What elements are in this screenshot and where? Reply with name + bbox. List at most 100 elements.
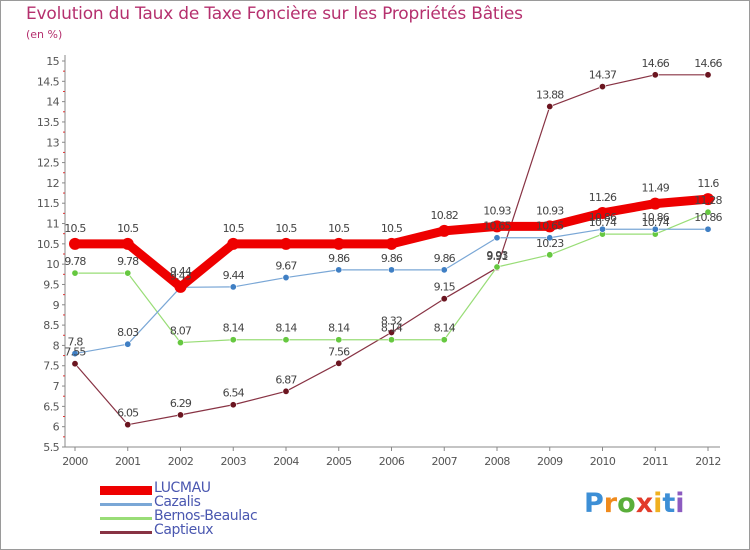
chart-axes: 5.5 6 6.5 7 7.5 8 8.5 9 9.5 10 10.5 11 11.5 12 12.5 13 1… [37,55,721,468]
data-label-lucmau: 10.93 [536,204,564,217]
x-tick-label: 2012 [695,455,721,468]
y-tick-label: 6 [53,421,60,434]
y-tick-label: 7 [53,380,60,393]
data-label-bernos-beaulac: 8.07 [170,325,192,338]
data-label-captieux: 14.66 [642,57,670,70]
data-label-lucmau: 10.5 [64,222,86,235]
data-point-captieux [546,103,554,111]
data-point-bernos-beaulac [493,263,501,271]
data-point-captieux [335,359,343,367]
x-tick-label: 2002 [168,455,194,468]
x-tick-label: 2006 [379,455,405,468]
data-point-captieux [598,83,606,91]
y-tick-label: 5.5 [43,441,59,454]
data-point-cazalis [229,283,237,291]
data-point-captieux [282,387,290,395]
data-label-bernos-beaulac: 11.28 [694,194,722,207]
data-point-cazalis [71,350,79,358]
y-tick-label: 13.5 [37,116,60,129]
data-point-captieux [177,411,185,419]
y-tick-label: 15 [46,55,59,68]
data-label-captieux: 7.56 [328,345,350,358]
x-tick-label: 2007 [431,455,457,468]
data-label-bernos-beaulac: 10.23 [536,237,564,250]
data-label-cazalis: 9.86 [434,252,456,265]
data-label-lucmau: 10.5 [381,222,403,235]
x-tick-label: 2009 [537,455,563,468]
data-label-bernos-beaulac: 8.14 [275,322,297,335]
data-label-bernos-beaulac: 8.14 [328,322,350,335]
data-point-lucmau [385,237,398,250]
data-point-captieux [651,71,659,79]
data-label-lucmau: 9.44 [170,265,192,278]
y-tick-label: 8.5 [43,319,59,332]
y-tick-label: 9.5 [43,278,59,291]
data-label-bernos-beaulac: 9.78 [64,255,86,268]
y-tick-label: 10 [46,258,59,271]
data-point-captieux [71,360,79,368]
data-label-captieux: 6.05 [117,407,139,420]
data-label-captieux: 14.37 [589,69,617,82]
data-label-captieux: 14.66 [694,57,722,70]
data-label-lucmau: 11.26 [589,191,617,204]
series-points [69,71,714,429]
data-label-cazalis: 10.86 [694,211,722,224]
proxiti-logo: Proxiti [584,488,685,519]
data-label-lucmau: 10.5 [223,222,245,235]
data-point-lucmau [596,206,609,219]
x-tick-label: 2011 [642,455,668,468]
legend-label: Cazalis [154,494,201,510]
data-point-bernos-beaulac [335,336,343,344]
data-point-lucmau [438,224,451,237]
legend-label: LUCMAU [154,480,211,496]
data-label-bernos-beaulac: 9.78 [117,255,139,268]
data-label-cazalis: 9.86 [328,252,350,265]
y-tick-label: 13 [46,136,59,149]
data-label-lucmau: 10.93 [483,204,511,217]
y-tick-label: 11 [46,218,59,231]
data-point-cazalis [387,266,395,274]
data-point-cazalis [598,225,606,233]
y-tick-label: 12.5 [37,157,60,170]
data-point-cazalis [335,266,343,274]
data-label-bernos-beaulac: 8.14 [223,322,245,335]
data-point-captieux [229,401,237,409]
data-point-cazalis [546,234,554,242]
chart-title: Evolution du Taux de Taxe Foncière sur l… [26,4,523,24]
data-label-captieux: 8.32 [381,314,402,327]
data-point-lucmau [227,237,240,250]
data-point-cazalis [282,274,290,282]
data-label-lucmau: 10.5 [328,222,350,235]
data-label-cazalis: 9.67 [275,260,297,273]
data-point-bernos-beaulac [124,269,132,277]
data-point-bernos-beaulac [546,251,554,259]
data-label-cazalis: 10.65 [483,220,511,233]
chart-subtitle: (en %) [26,28,63,41]
data-point-captieux [704,71,712,79]
data-label-captieux: 9.91 [486,250,507,263]
data-label-bernos-beaulac: 10.74 [589,216,617,229]
legend-swatch [100,502,152,506]
data-point-captieux [387,328,395,336]
data-point-lucmau [543,220,556,233]
data-label-bernos-beaulac: 9.93 [486,249,508,262]
legend-label: Bernos-Beaulac [154,508,258,524]
data-point-bernos-beaulac [440,336,448,344]
data-point-cazalis [440,266,448,274]
data-label-cazalis: 10.86 [642,211,670,224]
data-point-lucmau [702,193,714,206]
y-tick-label: 14 [46,96,59,109]
data-point-bernos-beaulac [71,269,79,277]
data-point-cazalis [124,340,132,348]
data-label-captieux: 6.29 [170,397,192,410]
data-point-bernos-beaulac [387,336,395,344]
y-tick-label: 14.5 [37,75,60,88]
data-label-bernos-beaulac: 8.14 [434,322,456,335]
x-tick-label: 2003 [220,455,246,468]
data-label-captieux: 7.55 [64,346,86,359]
data-label-lucmau: 10.5 [117,222,139,235]
data-point-lucmau [649,197,662,210]
data-point-bernos-beaulac [229,336,237,344]
data-label-cazalis: 7.8 [67,336,83,349]
data-point-lucmau [280,237,292,250]
